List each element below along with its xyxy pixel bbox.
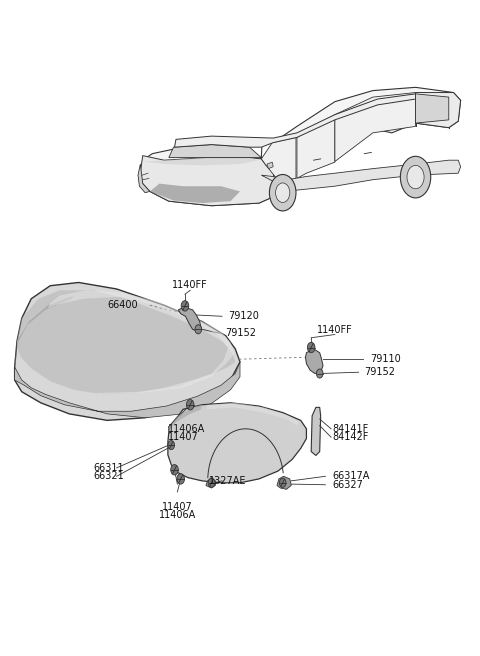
Circle shape (195, 325, 202, 334)
Circle shape (276, 183, 290, 203)
Text: 66317A: 66317A (333, 471, 370, 482)
Circle shape (171, 464, 179, 475)
Text: 66400: 66400 (107, 300, 138, 310)
Circle shape (279, 478, 286, 487)
Polygon shape (140, 155, 283, 206)
Text: 84142F: 84142F (333, 432, 369, 442)
Polygon shape (14, 295, 74, 367)
Polygon shape (261, 137, 296, 186)
Text: 66327: 66327 (333, 480, 363, 490)
Polygon shape (143, 162, 261, 184)
Polygon shape (14, 283, 240, 420)
Circle shape (400, 156, 431, 198)
Text: 84141F: 84141F (333, 424, 369, 434)
Polygon shape (138, 164, 150, 193)
Polygon shape (48, 290, 234, 394)
Polygon shape (175, 94, 416, 147)
Polygon shape (168, 403, 306, 483)
Text: 66321: 66321 (94, 471, 125, 482)
Polygon shape (150, 184, 240, 203)
Polygon shape (206, 478, 216, 488)
Polygon shape (305, 349, 323, 373)
Polygon shape (169, 144, 261, 157)
Circle shape (168, 441, 175, 449)
Polygon shape (261, 160, 461, 192)
Polygon shape (14, 362, 240, 418)
Polygon shape (169, 405, 202, 431)
Text: 79110: 79110 (371, 354, 401, 364)
Text: 66311: 66311 (94, 463, 124, 473)
Text: 1140FF: 1140FF (172, 280, 208, 290)
Polygon shape (335, 92, 416, 161)
Polygon shape (143, 157, 259, 165)
Text: 11407: 11407 (162, 502, 193, 512)
Text: 11406A: 11406A (168, 424, 205, 434)
Polygon shape (416, 94, 449, 123)
Circle shape (186, 400, 194, 410)
Circle shape (307, 342, 315, 353)
Circle shape (181, 300, 189, 311)
Polygon shape (277, 476, 291, 489)
Circle shape (269, 174, 296, 211)
Circle shape (407, 165, 424, 189)
Text: 79120: 79120 (228, 312, 259, 321)
Text: 79152: 79152 (225, 328, 256, 338)
Circle shape (208, 478, 215, 487)
Circle shape (316, 369, 323, 378)
Text: 79152: 79152 (364, 367, 396, 377)
Polygon shape (17, 290, 235, 394)
Text: 1327AE: 1327AE (209, 476, 247, 486)
Polygon shape (267, 162, 273, 169)
Polygon shape (311, 407, 321, 455)
Text: 1140FF: 1140FF (317, 325, 353, 335)
Polygon shape (140, 87, 461, 206)
Polygon shape (416, 92, 461, 128)
Polygon shape (179, 307, 201, 331)
Polygon shape (207, 403, 300, 426)
Polygon shape (297, 115, 335, 178)
Text: 11406A: 11406A (159, 510, 196, 520)
Text: 11407: 11407 (168, 432, 199, 442)
Circle shape (177, 474, 184, 484)
